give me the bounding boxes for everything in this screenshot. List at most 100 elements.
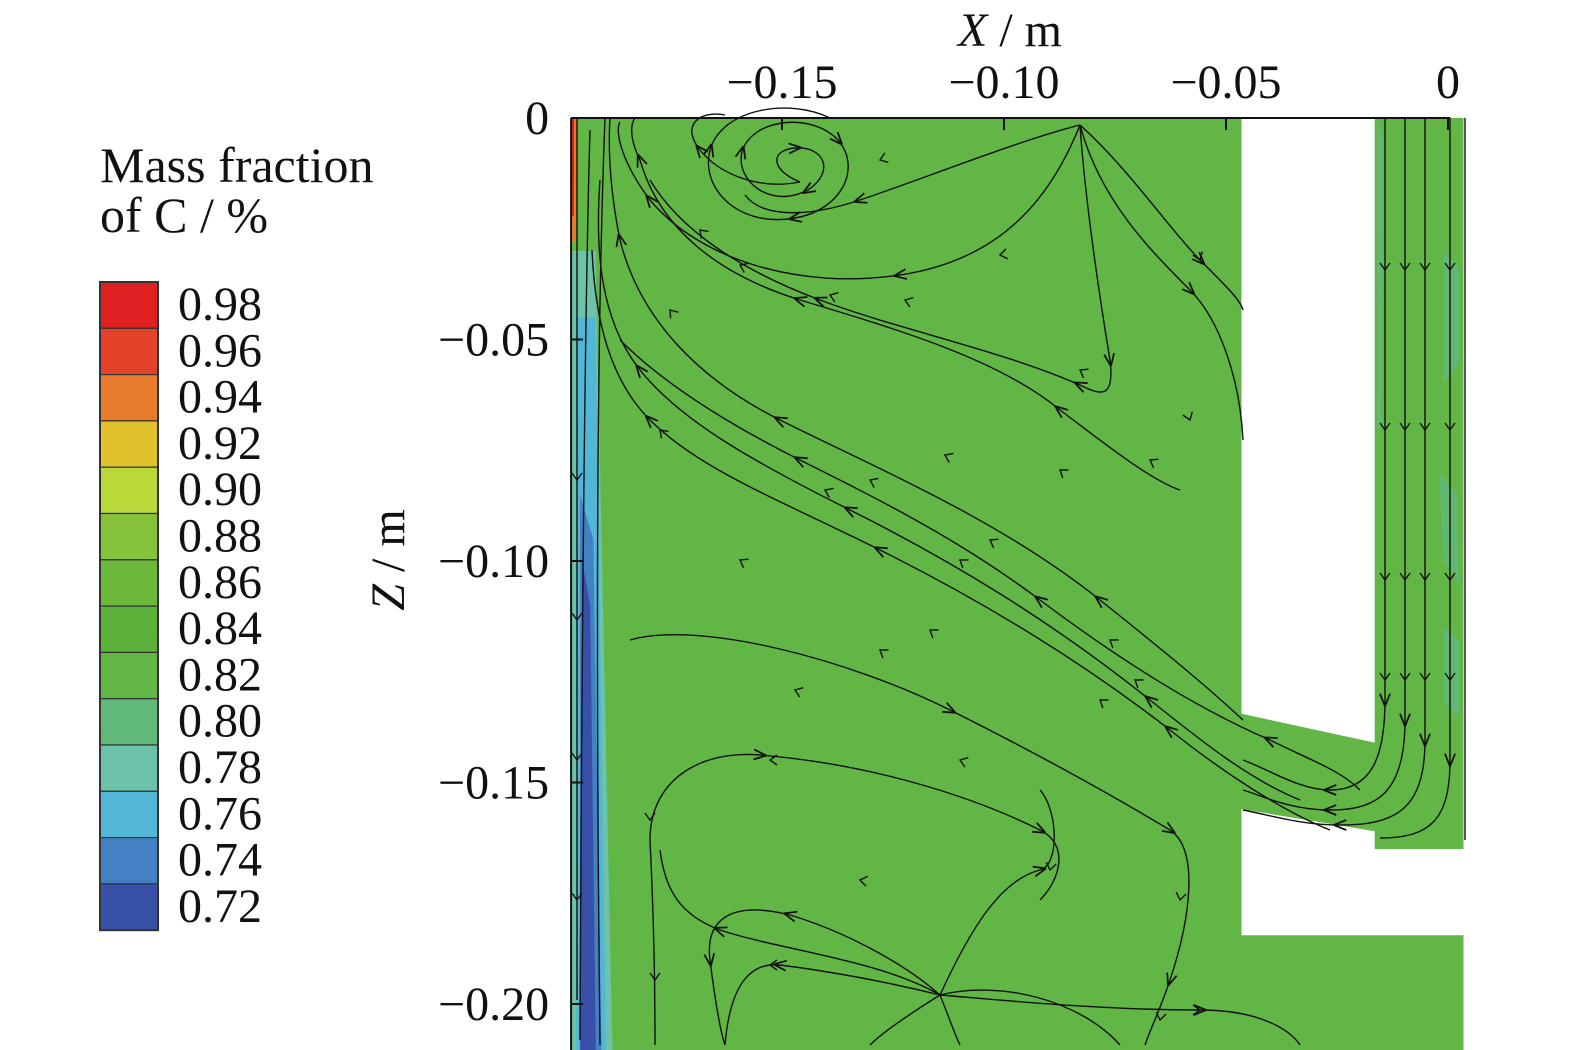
streamline-5 — [1079, 124, 1244, 441]
streamline-22 — [939, 789, 1055, 996]
flow-arrow-10 — [1399, 572, 1411, 582]
flow-arrow-26 — [903, 297, 914, 308]
streamline-12 — [619, 339, 1361, 791]
flow-arrow-13 — [1379, 672, 1391, 682]
streamline-20 — [709, 909, 941, 1046]
axes: −0.15 −0.10 −0.05 0 0 −0.05 −0.10 −0.15 −0.20 X /… — [362, 4, 1460, 1050]
streamline-25 — [869, 994, 941, 1046]
x-axis-title: X / m — [956, 4, 1062, 57]
legend-label-0-88: 0.88 — [178, 510, 262, 563]
legend-label-0-98: 0.98 — [178, 278, 262, 331]
legend-swatch-0-74 — [99, 836, 159, 885]
z-tick-label: 0 — [525, 92, 549, 145]
flow-arrow-31 — [823, 487, 834, 498]
z-tick-label: −0.10 — [438, 535, 549, 588]
streamline-23 — [939, 994, 1301, 1046]
flow-arrow-35 — [1099, 699, 1109, 709]
flow-arrow-29 — [943, 452, 954, 463]
legend-swatch-0-86 — [99, 559, 159, 607]
flow-arrow-16 — [1444, 672, 1456, 682]
legend-swatch-0-76 — [99, 790, 159, 839]
flow-arrow-40 — [659, 429, 669, 439]
legend-label-0-92: 0.92 — [178, 417, 262, 470]
level-0-80-patch-4 — [1377, 118, 1384, 429]
level-0-80-patch-1 — [1443, 250, 1460, 384]
flow-arrow-45 — [878, 152, 889, 163]
flow-arrow-33 — [1109, 639, 1119, 649]
flow-arrow-19 — [571, 752, 583, 762]
z-tick-label: −0.15 — [438, 757, 549, 810]
x-tick-label: −0.10 — [948, 56, 1059, 109]
flow-arrow-30 — [868, 477, 879, 488]
flow-arrow-47 — [699, 229, 709, 239]
flow-arrow-1 — [1379, 262, 1391, 272]
streamline-19 — [629, 634, 1190, 1046]
flow-arrow-22 — [644, 812, 656, 822]
level-0-80-patch-2 — [1439, 472, 1460, 584]
streamline-26 — [939, 989, 1121, 1046]
flow-arrow-17 — [571, 472, 583, 482]
legend-label-0-80: 0.80 — [178, 695, 262, 748]
flow-arrow-54 — [1192, 1004, 1202, 1016]
flow-arrow-52 — [858, 875, 869, 887]
flow-arrow-6 — [1399, 422, 1411, 432]
flow-arrow-37 — [879, 649, 889, 659]
legend-label-0-94: 0.94 — [178, 371, 262, 424]
flow-arrow-12 — [1444, 572, 1456, 582]
flow-arrow-8 — [1444, 422, 1456, 432]
flow-arrow-55 — [958, 757, 969, 768]
flow-arrow-48 — [1078, 368, 1089, 379]
flow-arrow-25 — [1155, 1011, 1167, 1022]
legend-swatch-0-80 — [99, 698, 159, 746]
flow-arrow-49 — [1148, 458, 1159, 469]
flow-arrow-53 — [768, 959, 778, 971]
flow-arrow-34 — [1134, 679, 1144, 689]
legend-label-0-82: 0.82 — [178, 648, 262, 701]
streamline-6 — [1079, 124, 1244, 311]
x-tick-label: −0.05 — [1170, 56, 1281, 109]
flow-arrow-23 — [1045, 861, 1057, 872]
legend: 0.980.960.940.920.900.880.860.840.820.80… — [99, 278, 262, 933]
flow-arrow-46 — [669, 309, 679, 319]
flow-arrow-15 — [1419, 672, 1431, 682]
z-axis-title: Z / m — [362, 509, 415, 610]
legend-label-0-90: 0.90 — [178, 463, 262, 516]
legend-label-0-84: 0.84 — [178, 602, 262, 655]
flow-arrow-14 — [1399, 672, 1411, 682]
legend-swatch-0-84 — [99, 605, 159, 653]
z-tick-label: −0.20 — [438, 978, 549, 1031]
flow-arrow-27 — [828, 292, 839, 303]
flow-arrow-4 — [1444, 262, 1456, 272]
flow-arrow-50 — [1059, 469, 1069, 479]
legend-label-0-78: 0.78 — [178, 741, 262, 794]
flow-arrow-18 — [571, 612, 583, 622]
legend-label-0-96: 0.96 — [178, 324, 262, 377]
legend-label-0-74: 0.74 — [178, 834, 262, 887]
flow-arrow-21 — [649, 972, 661, 982]
x-tick-label: 0 — [1436, 56, 1460, 109]
flow-arrow-32 — [988, 538, 999, 549]
streamline-21 — [724, 965, 941, 1046]
streamline-28 — [659, 849, 941, 996]
flow-arrow-38 — [793, 687, 804, 698]
legend-title-line1: Mass fraction — [100, 137, 374, 193]
legend-swatch-0-92 — [99, 420, 159, 468]
flow-arrow-5 — [1379, 422, 1391, 432]
streamline-13 — [1242, 118, 1385, 790]
flow-arrow-39 — [738, 558, 749, 569]
legend-label-0-76: 0.76 — [178, 787, 262, 840]
x-tick-label: −0.15 — [726, 56, 837, 109]
streamline-31 — [596, 117, 606, 1046]
flow-arrow-9 — [1379, 572, 1391, 582]
wall-band-0-72 — [580, 561, 596, 1050]
streamline-24 — [939, 994, 961, 1046]
flow-arrow-7 — [1419, 422, 1431, 432]
legend-label-0-86: 0.86 — [178, 556, 262, 609]
flow-arrow-28 — [738, 262, 749, 273]
flow-arrow-43 — [998, 248, 1009, 260]
flow-arrow-24 — [1175, 891, 1187, 902]
streamline-16 — [1379, 118, 1450, 839]
streamline-30 — [579, 129, 591, 1041]
z-tick-label: −0.05 — [438, 314, 549, 367]
